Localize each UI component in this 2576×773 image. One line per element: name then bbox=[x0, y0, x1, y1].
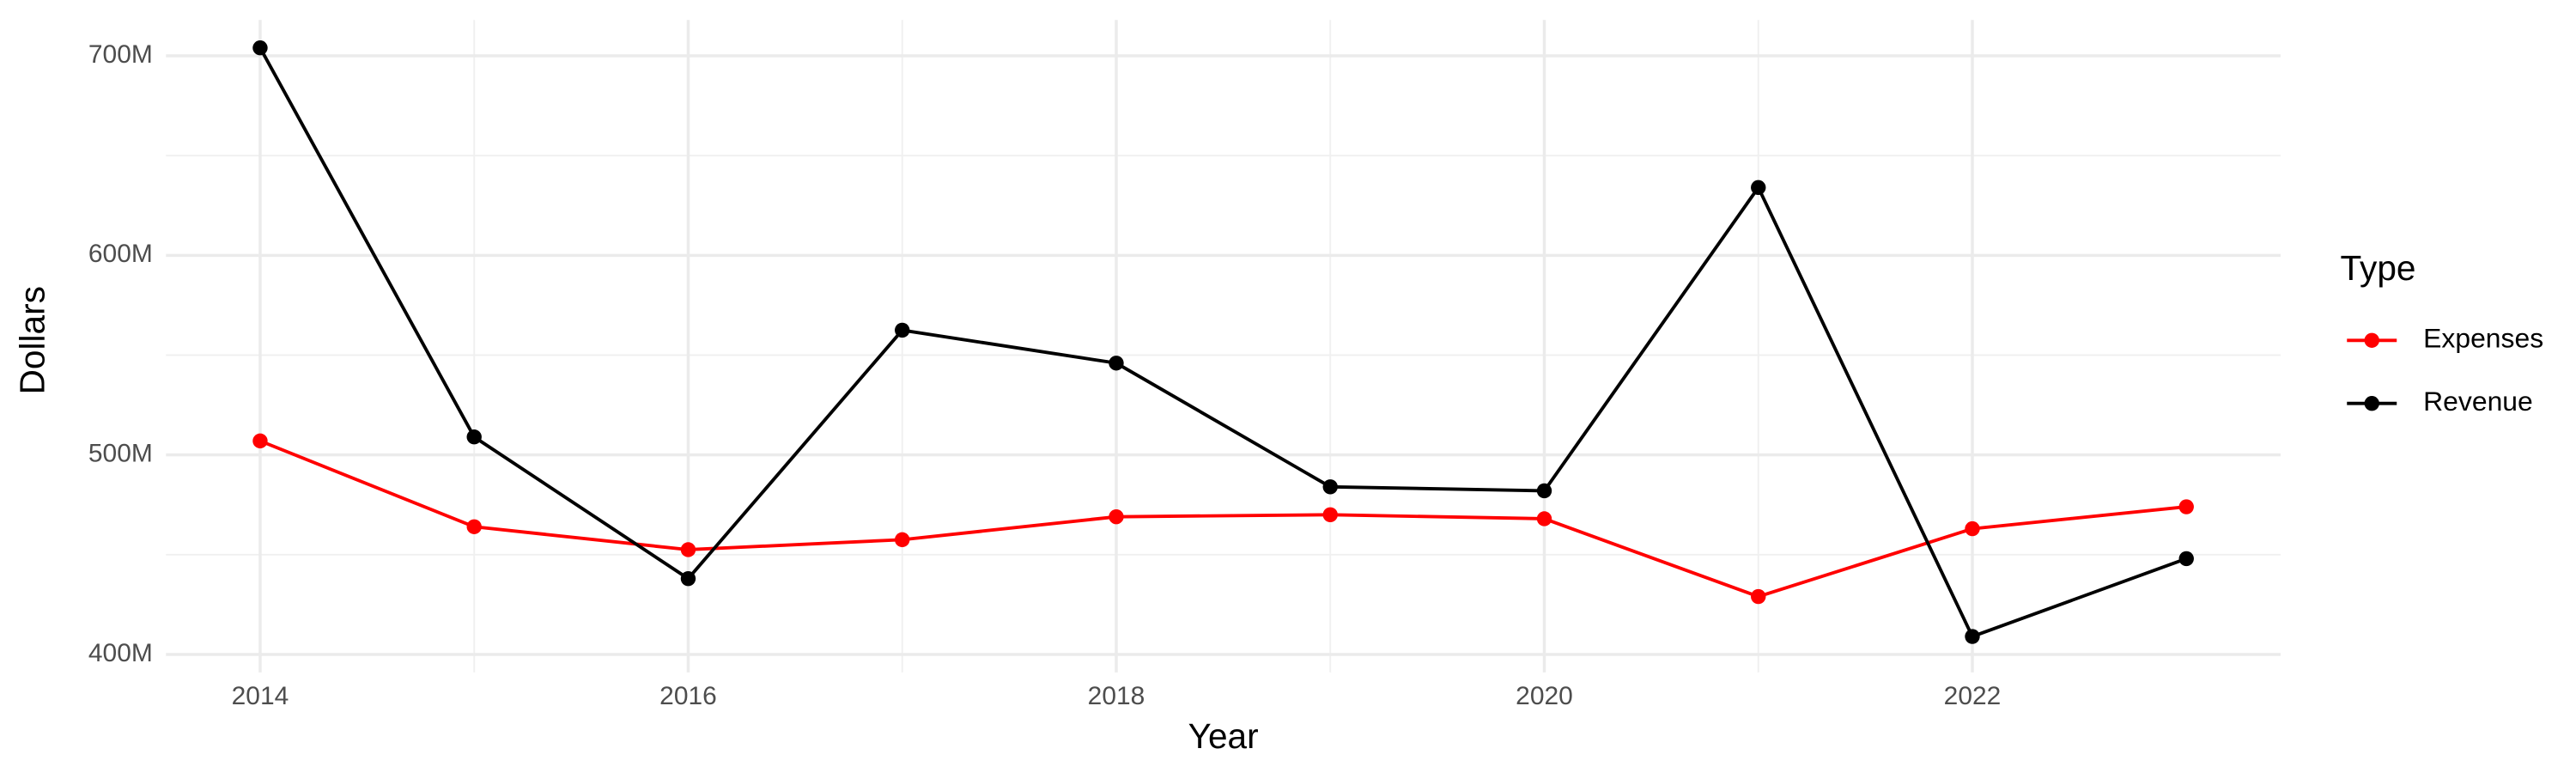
y-tick-label: 500M bbox=[88, 440, 153, 468]
data-point bbox=[1751, 180, 1766, 196]
data-point bbox=[680, 570, 696, 587]
data-point bbox=[466, 429, 482, 445]
x-tick-label: 2022 bbox=[1944, 682, 2002, 710]
data-point bbox=[2178, 499, 2194, 514]
data-point bbox=[1322, 507, 1338, 523]
x-tick-label: 2018 bbox=[1088, 682, 1145, 710]
series-line bbox=[258, 46, 2187, 639]
x-tick-label: 2016 bbox=[659, 682, 717, 710]
data-point bbox=[680, 542, 696, 557]
data-point bbox=[252, 433, 268, 449]
y-axis-title: Dollars bbox=[12, 286, 52, 394]
legend-key-point bbox=[2364, 332, 2379, 348]
series-line bbox=[259, 439, 2187, 599]
x-tick-label: 2020 bbox=[1516, 682, 1573, 710]
legend-title: Type bbox=[2341, 248, 2416, 288]
data-point bbox=[1536, 483, 1552, 499]
y-tick-label: 600M bbox=[88, 240, 153, 268]
grid bbox=[166, 20, 2281, 673]
x-tick-label: 2014 bbox=[232, 682, 289, 710]
data-point bbox=[1109, 508, 1124, 525]
data-point bbox=[895, 322, 910, 338]
data-point bbox=[466, 519, 482, 534]
data-point bbox=[1751, 588, 1766, 605]
data-point bbox=[1965, 629, 1980, 644]
data-point bbox=[252, 40, 268, 56]
data-point bbox=[1109, 356, 1124, 371]
legend-label: Revenue bbox=[2423, 386, 2533, 417]
data-point bbox=[895, 532, 910, 548]
legend-key-point bbox=[2364, 396, 2379, 411]
data-point bbox=[2178, 551, 2194, 567]
data-point bbox=[1322, 479, 1338, 495]
x-axis-title: Year bbox=[1188, 716, 1259, 756]
y-tick-label: 700M bbox=[88, 40, 153, 69]
data-point bbox=[1965, 520, 1980, 537]
legend-label: Expenses bbox=[2423, 323, 2543, 354]
data-point bbox=[1536, 511, 1552, 526]
y-tick-label: 400M bbox=[88, 639, 153, 667]
